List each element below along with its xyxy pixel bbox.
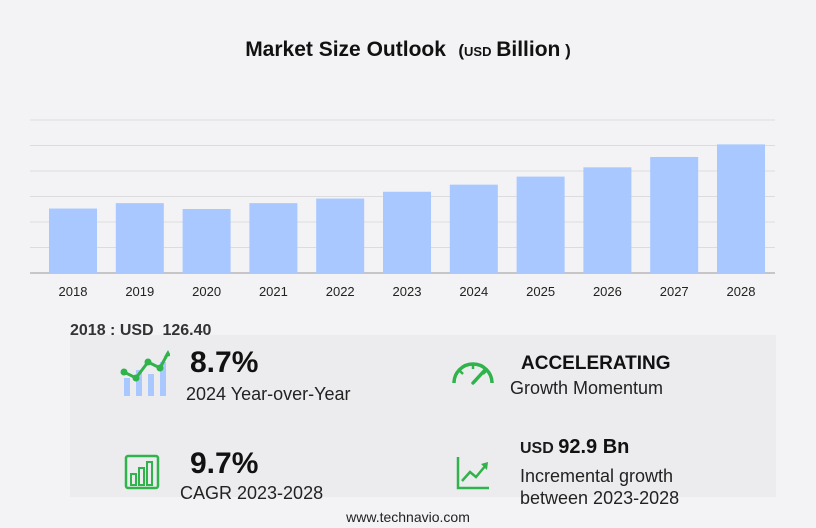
bar-2028 (717, 144, 765, 273)
x-tick-label: 2021 (259, 284, 288, 299)
bar-2023 (383, 191, 431, 273)
bar-2024 (449, 184, 498, 273)
speedometer-icon (452, 362, 494, 385)
x-tick-label: 2020 (192, 284, 221, 299)
chart-title-main: Market Size Outlook (245, 38, 446, 61)
x-tick-label: 2018 (59, 284, 88, 299)
source-footer: www.technavio.com (346, 509, 470, 525)
momentum-value: ACCELERATING (521, 353, 671, 374)
x-tick-label: 2024 (459, 284, 488, 299)
incremental-label-2: between 2023-2028 (520, 488, 680, 508)
title-currency: USD (464, 44, 492, 59)
base-year-label: 2018 : USD (70, 322, 154, 339)
x-tick-label: 2022 (326, 284, 355, 299)
bar-2020 (182, 208, 231, 273)
title-unit-word: Billion (496, 38, 561, 61)
paren-close: ) (565, 41, 571, 60)
bar-2022 (316, 198, 365, 273)
bar-2025 (516, 176, 565, 273)
bar-2018 (49, 208, 97, 273)
bar-2026 (583, 167, 632, 273)
yoy-label: 2024 Year-over-Year (186, 384, 351, 404)
bar-2021 (249, 203, 298, 273)
chart-title: Market Size Outlook (USD Billion ) (0, 38, 816, 62)
x-tick-label: 2019 (125, 284, 154, 299)
base-year-number: 126.40 (162, 322, 212, 339)
bar-chart: 2018 2019 2020 2021 2022 2023 2024 2025 2026 2027… (30, 119, 775, 299)
momentum-label: Growth Momentum (510, 378, 664, 398)
bar-2027 (650, 156, 699, 273)
incremental-label-1: Incremental growth (520, 466, 674, 486)
bar-2019 (115, 203, 164, 273)
stats-panel (70, 335, 776, 497)
cagr-value: 9.7% (190, 447, 259, 480)
incremental-currency: USD (520, 440, 554, 457)
bar-chart-icon (124, 454, 160, 490)
x-tick-label: 2026 (593, 284, 622, 299)
cagr-label: CAGR 2023-2028 (180, 483, 324, 503)
incremental-number: 92.9 Bn (558, 436, 630, 458)
x-tick-label: 2028 (727, 284, 756, 299)
base-year-value: 2018 : USD 126.40 (70, 322, 211, 340)
trend-up-icon (456, 457, 489, 490)
yoy-value: 8.7% (190, 346, 259, 379)
incremental-value: USD 92.9 Bn (520, 436, 629, 459)
x-tick-label: 2025 (526, 284, 555, 299)
x-tick-label: 2027 (660, 284, 689, 299)
paren-open: ( (458, 41, 465, 60)
x-tick-label: 2023 (393, 284, 422, 299)
growth-chart-icon (120, 350, 170, 396)
chart-title-unit: (USD Billion ) (458, 38, 571, 61)
